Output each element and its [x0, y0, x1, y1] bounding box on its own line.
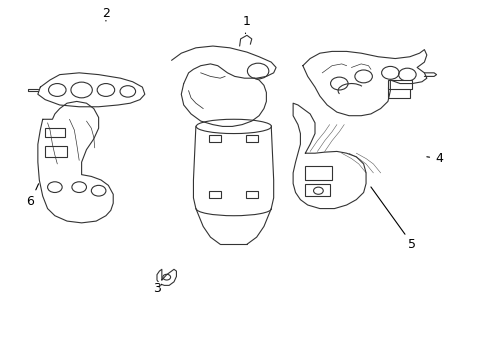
Text: 5: 5	[370, 187, 415, 251]
Bar	[387, 87, 409, 98]
Bar	[245, 191, 257, 198]
Bar	[387, 80, 411, 89]
Bar	[245, 135, 257, 143]
Text: 1: 1	[243, 14, 250, 33]
Text: 6: 6	[26, 184, 39, 208]
Text: 3: 3	[153, 283, 161, 296]
Bar	[305, 184, 329, 196]
Bar	[45, 146, 67, 157]
Bar	[305, 166, 331, 180]
Bar	[209, 191, 221, 198]
Text: 4: 4	[426, 152, 442, 165]
Bar	[209, 135, 221, 143]
Text: 2: 2	[102, 8, 110, 21]
Bar	[45, 128, 64, 137]
